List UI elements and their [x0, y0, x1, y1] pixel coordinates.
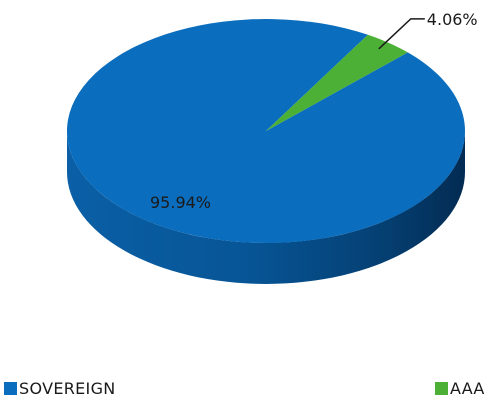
aaa-legend-label: AAA — [450, 378, 485, 398]
aaa-data-label: 4.06% — [427, 10, 478, 29]
aaa-slice — [266, 34, 408, 131]
pie-side-wall — [67, 131, 465, 284]
sovereign-data-label: 95.94% — [150, 193, 211, 212]
sovereign-swatch — [4, 381, 17, 395]
legend-item-sovereign: SOVEREIGN — [4, 378, 116, 398]
legend-item-aaa: AAA — [435, 378, 485, 398]
aaa-swatch — [435, 381, 448, 395]
sovereign-slice — [67, 18, 466, 244]
aaa-leader-line — [378, 18, 425, 50]
sovereign-legend-label: SOVEREIGN — [19, 378, 116, 398]
